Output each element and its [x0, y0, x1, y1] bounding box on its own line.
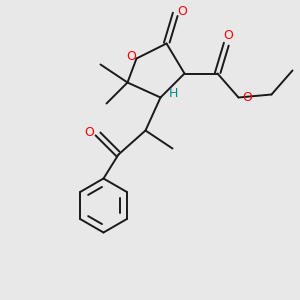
Text: H: H [168, 87, 178, 101]
Text: O: O [177, 5, 187, 19]
Text: O: O [242, 91, 252, 104]
Text: O: O [126, 50, 136, 63]
Text: O: O [223, 28, 233, 42]
Text: O: O [84, 125, 94, 139]
